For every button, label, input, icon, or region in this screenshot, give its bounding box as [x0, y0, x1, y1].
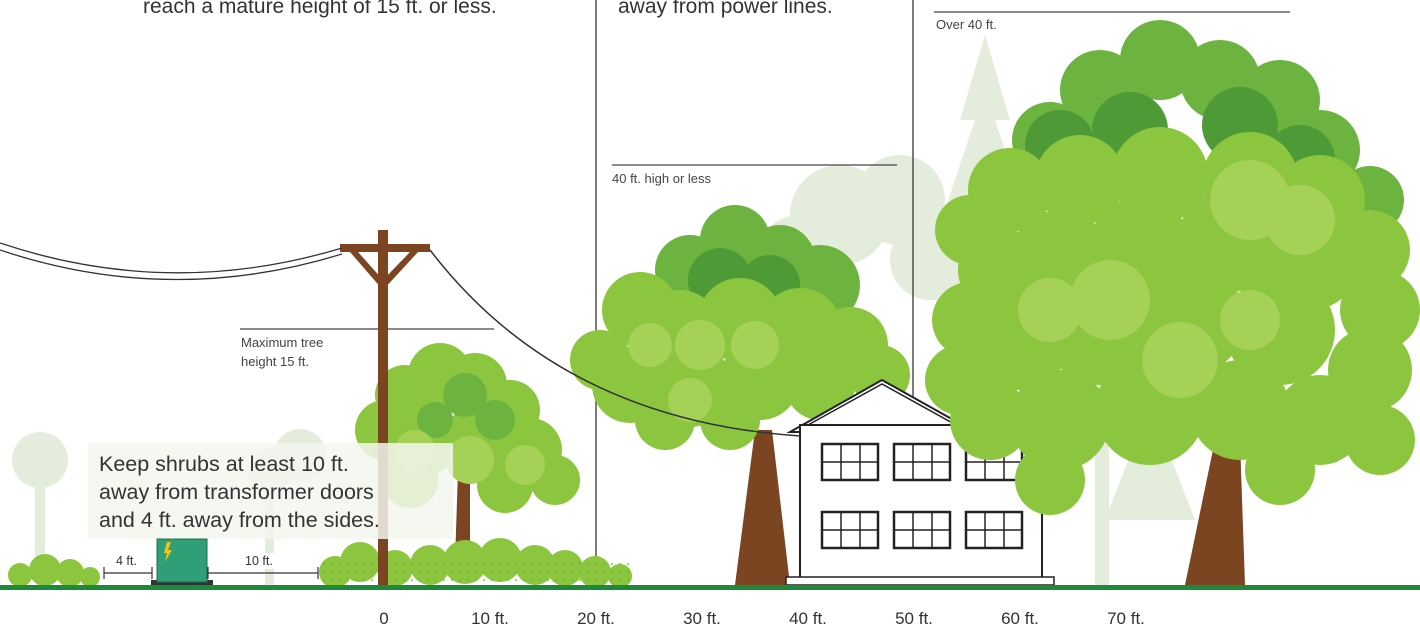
- power-lines: [0, 242, 801, 437]
- shrub-note-line2: away from transformer doors: [99, 480, 374, 504]
- shrub-note-box: Keep shrubs at least 10 ft. away from tr…: [88, 443, 453, 539]
- label-40-or-less: 40 ft. high or less: [612, 171, 711, 186]
- label-max-tree-2: height 15 ft.: [241, 354, 309, 369]
- power-pole: [340, 230, 430, 588]
- tick-label: 40 ft.: [789, 609, 827, 628]
- side-clearance-label: 4 ft.: [116, 554, 137, 568]
- tick-label: 0: [379, 609, 388, 628]
- shrub-note-line3: and 4 ft. away from the sides.: [99, 508, 380, 532]
- transformer: [151, 538, 213, 586]
- clearance-markers: [103, 567, 319, 579]
- top-text-middle: away from power lines.: [618, 0, 833, 18]
- tick-label: 20 ft.: [577, 609, 615, 628]
- distance-axis: 0 10 ft. 20 ft. 30 ft. 40 ft. 50 ft. 60 …: [379, 609, 1145, 628]
- tick-label: 60 ft.: [1001, 609, 1039, 628]
- label-max-tree-1: Maximum tree: [241, 335, 323, 350]
- height-lines: [240, 11, 1290, 330]
- door-clearance-label: 10 ft.: [245, 554, 273, 568]
- tick-label: 30 ft.: [683, 609, 721, 628]
- top-text-left: reach a mature height of 15 ft. or less.: [143, 0, 497, 18]
- tall-tree: [925, 20, 1420, 585]
- shrub-note-line1: Keep shrubs at least 10 ft.: [99, 452, 349, 476]
- label-over-40: Over 40 ft.: [936, 17, 997, 32]
- tick-label: 50 ft.: [895, 609, 933, 628]
- shrubs: [8, 538, 632, 588]
- ground-line: [0, 585, 1420, 590]
- tick-label: 10 ft.: [471, 609, 509, 628]
- tick-label: 70 ft.: [1107, 609, 1145, 628]
- lightning-icon: [164, 542, 172, 562]
- medium-tree: [570, 205, 910, 585]
